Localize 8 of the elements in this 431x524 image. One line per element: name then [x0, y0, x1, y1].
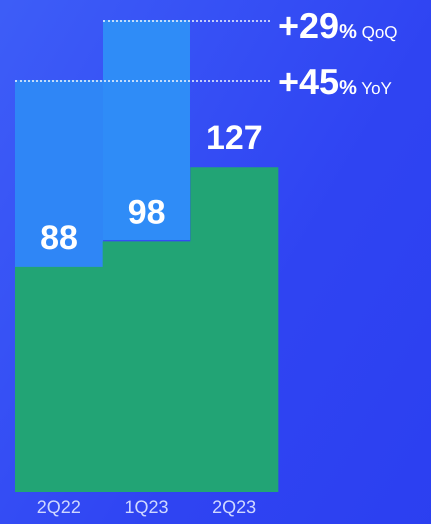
x-tick-label: 1Q23 [124, 496, 169, 517]
data-label: 88 [40, 218, 78, 257]
text: +29% QoQ [278, 5, 398, 46]
data-label: 98 [128, 193, 166, 232]
text: +45% YoY [278, 61, 392, 102]
data-label: 127 [206, 119, 263, 158]
x-tick-label: 2Q23 [212, 496, 256, 517]
x-tick-label: 2Q22 [36, 496, 81, 517]
